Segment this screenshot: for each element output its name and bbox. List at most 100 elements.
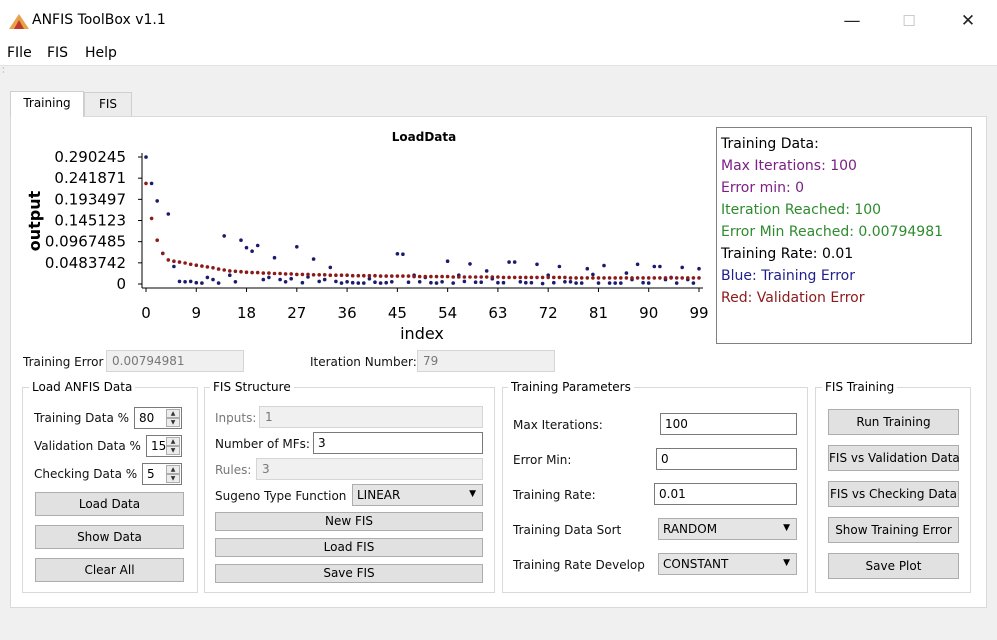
training-error-point: [317, 279, 322, 284]
spin-up-icon[interactable]: ▲: [166, 409, 180, 418]
run-training-button[interactable]: Run Training: [828, 409, 959, 435]
validation-error-point: [479, 275, 484, 279]
training-error-point: [300, 280, 305, 285]
info-heading: Training Data:: [721, 136, 819, 152]
validation-percent-value: 15: [151, 439, 167, 453]
training-data-sort-select[interactable]: RANDOM ▼: [658, 518, 797, 540]
save-fis-button[interactable]: Save FIS: [215, 564, 483, 583]
validation-error-point: [261, 271, 266, 275]
minimize-icon[interactable]: —: [843, 11, 861, 31]
toolbar-grip-icon[interactable]: · ·: [2, 64, 5, 77]
validation-error-point: [691, 276, 696, 280]
validation-error-point: [568, 276, 573, 280]
validation-error-point: [429, 274, 433, 279]
validation-error-point: [607, 276, 612, 280]
spin-down-icon[interactable]: ▼: [166, 418, 180, 427]
load-fis-button[interactable]: Load FIS: [215, 538, 483, 557]
chart-x-tick-label: 90: [639, 304, 658, 322]
training-error-point: [362, 281, 366, 285]
info-training-rate: Training Rate: 0.01: [721, 246, 854, 262]
training-error-point: [350, 280, 355, 285]
validation-error-point: [356, 273, 361, 278]
validation-error-point: [468, 275, 472, 279]
training-error-label: Training Error: [23, 355, 104, 369]
training-error-chart: LoadData output index 0.2902450.2418710.…: [25, 130, 709, 343]
validation-error-point: [161, 251, 165, 256]
number-of-mfs-label: Number of MFs:: [215, 437, 310, 451]
clear-all-button[interactable]: Clear All: [35, 558, 184, 582]
training-error-point: [591, 272, 595, 277]
spin-up-icon[interactable]: ▲: [166, 437, 180, 446]
close-icon[interactable]: ✕: [960, 11, 976, 31]
training-error-point: [322, 277, 327, 282]
training-error-point: [194, 280, 199, 285]
training-error-point: [261, 277, 266, 282]
training-percent-label: Training Data %: [34, 411, 130, 425]
validation-error-point: [641, 276, 645, 280]
max-iterations-input[interactable]: 100: [660, 413, 797, 435]
chart-y-tick-label: 0.193497: [54, 190, 126, 208]
save-plot-button[interactable]: Save Plot: [828, 553, 959, 579]
checking-percent-label: Checking Data %: [34, 467, 138, 481]
training-error-point: [144, 155, 148, 159]
rules-field: 3: [256, 458, 483, 480]
validation-error-point: [457, 275, 461, 279]
training-error-point: [557, 264, 562, 269]
menu-help[interactable]: Help: [85, 45, 117, 61]
spin-down-icon[interactable]: ▼: [166, 474, 180, 483]
training-error-point: [501, 280, 506, 285]
chart-x-tick-label: 18: [237, 304, 256, 322]
training-error-point: [496, 280, 500, 285]
training-error-point: [434, 281, 439, 285]
chart-x-ticks: 0 9 18 27 36 45 54 63 72 81 90 99: [141, 288, 709, 322]
training-error-point: [149, 181, 154, 186]
validation-error-point: [406, 274, 411, 278]
validation-error-point: [412, 274, 416, 279]
validation-error-point: [295, 272, 299, 277]
load-data-button[interactable]: Load Data: [35, 492, 184, 516]
error-min-input[interactable]: 0: [656, 448, 797, 470]
checking-percent-spinbox[interactable]: 5 ▲ ▼: [142, 463, 182, 485]
spin-down-icon[interactable]: ▼: [166, 446, 180, 455]
maximize-icon[interactable]: ☐: [902, 12, 916, 30]
tab-fis[interactable]: FIS: [84, 92, 132, 116]
validation-error-point: [300, 272, 305, 277]
chart-y-tick-label: 0.0967485: [45, 233, 126, 251]
show-data-button[interactable]: Show Data: [35, 525, 184, 549]
new-fis-button[interactable]: New FIS: [215, 512, 483, 531]
show-training-error-button[interactable]: Show Training Error: [828, 517, 959, 543]
info-red-legend: Red: Validation Error: [721, 290, 865, 306]
training-error-point: [574, 281, 578, 285]
training-rate-develop-label: Training Rate Develop: [513, 558, 645, 572]
training-error-point: [177, 279, 182, 284]
menu-fis[interactable]: FIS: [47, 45, 69, 61]
menu-bar: FIle FIS Help: [0, 42, 997, 66]
spin-up-icon[interactable]: ▲: [166, 465, 180, 474]
chart-x-tick-label: 27: [287, 304, 306, 322]
training-error-point: [652, 264, 657, 269]
training-error-point: [479, 280, 484, 284]
fis-vs-validation-button[interactable]: FIS vs Validation Data: [828, 445, 960, 471]
training-parameters-group: [502, 387, 808, 593]
training-percent-spinbox[interactable]: 80 ▲ ▼: [134, 407, 182, 429]
validation-error-point: [166, 258, 171, 262]
training-error-point: [646, 281, 651, 285]
validation-percent-spinbox[interactable]: 15 ▲ ▼: [146, 435, 182, 457]
validation-error-point: [289, 272, 294, 276]
training-error-point: [328, 265, 333, 270]
chart-y-tick-label: 0.0483742: [45, 254, 126, 272]
sugeno-type-select[interactable]: LINEAR ▼: [352, 484, 483, 506]
tab-training[interactable]: Training: [10, 91, 84, 117]
validation-error-point: [306, 272, 310, 277]
validation-error-point: [434, 274, 439, 279]
training-error-point: [390, 280, 394, 284]
validation-error-point: [507, 275, 511, 280]
training-rate-input[interactable]: 0.01: [654, 483, 797, 505]
validation-error-point: [646, 276, 651, 280]
iteration-number-label: Iteration Number:: [310, 355, 417, 369]
number-of-mfs-input[interactable]: 3: [313, 432, 483, 454]
chart-points: [144, 155, 701, 286]
training-rate-develop-select[interactable]: CONSTANT ▼: [658, 553, 797, 575]
fis-vs-checking-button[interactable]: FIS vs Checking Data: [828, 481, 959, 507]
menu-file[interactable]: FIle: [7, 45, 32, 61]
